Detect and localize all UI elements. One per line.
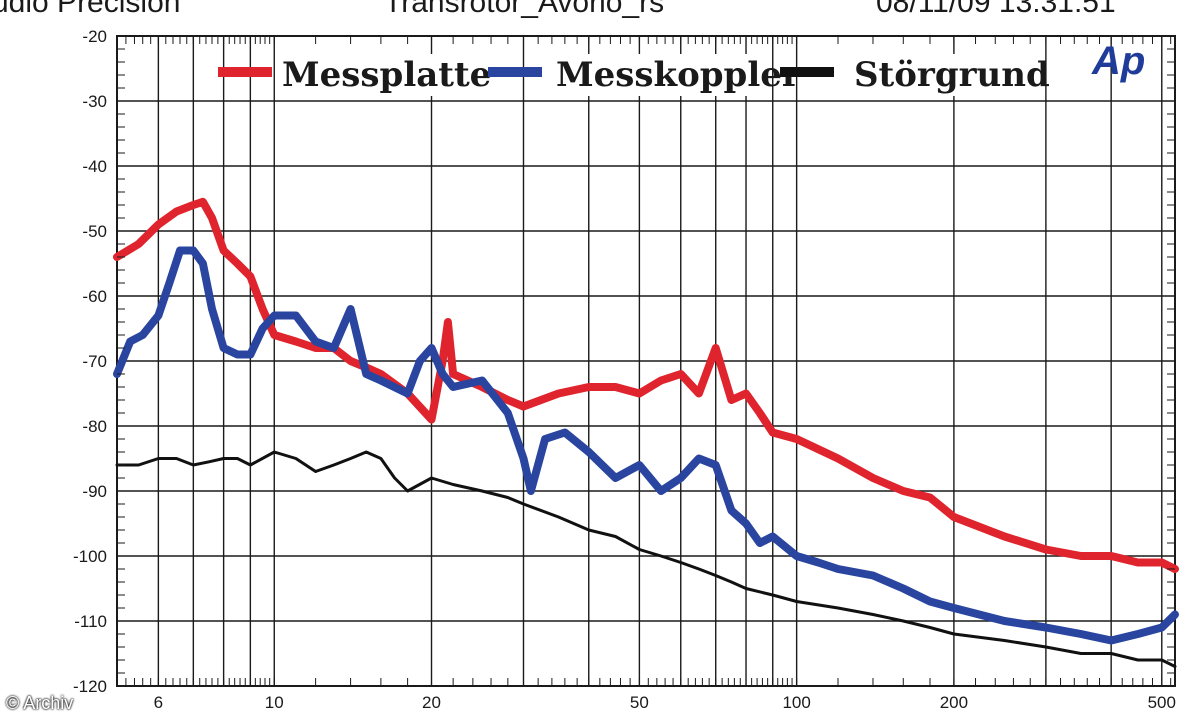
chart-grid xyxy=(116,35,1176,687)
chart-axes: -20 -30 -40 -50 -60 -70 -80 -90 -100 -110 -120 6 10 2… xyxy=(73,27,1176,712)
y-tick-label: -110 xyxy=(74,612,107,631)
x-tick-label: 10 xyxy=(265,693,284,712)
y-tick-label: -20 xyxy=(82,27,107,46)
x-tick-label: 200 xyxy=(940,693,968,712)
y-tick-label: -120 xyxy=(73,677,107,696)
x-tick-label: 20 xyxy=(422,693,441,712)
x-tick-label: 500 xyxy=(1148,693,1176,712)
x-tick-label: 6 xyxy=(154,693,163,712)
ap-logo: Ap xyxy=(1091,39,1145,83)
header-right-text: 08/11/09 13:31:51 xyxy=(876,0,1116,19)
legend-label-stoergrund: Störgrund xyxy=(854,55,1050,95)
header-left-text: udio Precision xyxy=(0,0,181,19)
series-line-messplatte xyxy=(113,197,1179,573)
y-tick-label: -60 xyxy=(82,287,107,306)
y-tick-label: -30 xyxy=(82,92,107,111)
y-tick-label: -50 xyxy=(82,222,107,241)
copyright-watermark: © Archiv xyxy=(6,693,74,713)
y-tick-label: -100 xyxy=(73,547,107,566)
x-tick-label: 100 xyxy=(782,693,810,712)
x-tick-label: 50 xyxy=(630,693,649,712)
legend-label-messkoppler: Messkoppler xyxy=(556,55,801,95)
y-tick-label: -40 xyxy=(82,157,107,176)
chart-series-layer xyxy=(113,197,1179,668)
legend-label-messplatte: Messplatte xyxy=(282,55,491,95)
analyzer-header: udio Precision Transrotor_Avorio_rs 08/1… xyxy=(0,0,1200,20)
header-center-text: Transrotor_Avorio_rs xyxy=(384,0,665,19)
y-tick-label: -80 xyxy=(82,417,107,436)
series-line-messkoppler xyxy=(113,246,1179,645)
legend-label-background xyxy=(850,54,1024,96)
legend-label-background xyxy=(552,54,766,96)
legend-label-background xyxy=(278,54,468,96)
y-tick-label: -90 xyxy=(82,482,107,501)
y-tick-label: -70 xyxy=(82,352,107,371)
chart-legend: Messplatte Messkoppler Störgrund xyxy=(218,54,1050,96)
series-line-stoergrund xyxy=(115,450,1177,668)
